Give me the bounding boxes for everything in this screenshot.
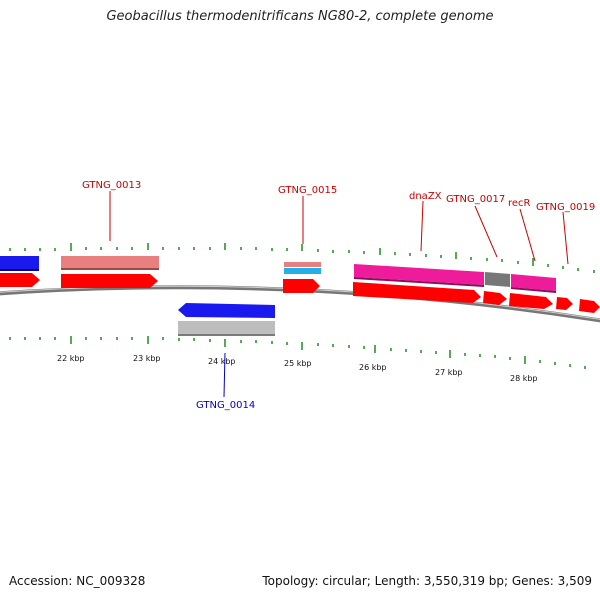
gene-feature-recR[interactable]	[511, 274, 556, 291]
scale-label-28kbp: 28 kbp	[510, 374, 538, 383]
upper-tick-row	[9, 243, 595, 273]
gene-feature-blue-left-shadow	[0, 269, 39, 271]
label-leaders	[109, 191, 569, 398]
cds-arrow-GTNG_0014[interactable]	[178, 303, 275, 318]
gene-label-GTNG_0019[interactable]: GTNG_0019	[536, 202, 595, 213]
gene-feature-recR-shadow	[511, 287, 556, 293]
cds-arrow-recR[interactable]	[509, 293, 553, 309]
scale-label-26kbp: 26 kbp	[359, 363, 387, 372]
cds-arrow-GTNG_0019[interactable]	[556, 297, 573, 310]
scale-label-22kbp: 22 kbp	[57, 354, 85, 363]
cds-arrow-GTNG_0015[interactable]	[283, 279, 320, 293]
gene-feature-GTNG_0013[interactable]	[61, 256, 159, 268]
scale-label-24kbp: 24 kbp	[208, 357, 236, 366]
gene-label-GTNG_0013[interactable]: GTNG_0013	[82, 180, 141, 191]
page-title: Geobacillus thermodenitrificans NG80-2, …	[106, 9, 494, 24]
gene-label-GTNG_0017[interactable]: GTNG_0017	[446, 194, 505, 205]
leader-GTNG_0019	[562, 211, 569, 265]
gene-feature-dnaZX-shadow	[354, 277, 484, 287]
gene-label-dnaZX[interactable]: dnaZX	[409, 191, 442, 202]
gene-feature-GTNG_0017[interactable]	[485, 272, 510, 287]
leader-dnaZX	[420, 200, 424, 252]
gene-feature-blue-left[interactable]	[0, 256, 39, 269]
gene-label-GTNG_0015[interactable]: GTNG_0015	[278, 185, 337, 196]
gene-track-forward	[0, 256, 556, 293]
gene-feature-GTNG_0015-cyan[interactable]	[284, 268, 321, 274]
gene-feature-GTNG_0015-salmon[interactable]	[284, 262, 321, 267]
cds-arrow-left[interactable]	[0, 273, 40, 287]
lower-tick-row	[9, 336, 586, 369]
cds-arrow-dnaZX[interactable]	[353, 282, 481, 303]
genome-summary-label: Topology: circular; Length: 3,550,319 bp…	[262, 574, 592, 588]
gene-feature-GTNG_0014-shadow	[178, 334, 275, 336]
leader-recR	[519, 208, 536, 262]
scale-label-27kbp: 27 kbp	[435, 368, 463, 377]
cds-arrow-GTNG_0013[interactable]	[61, 274, 158, 288]
gene-track-reverse	[178, 303, 275, 336]
gene-label-recR[interactable]: recR	[508, 198, 531, 209]
gene-feature-GTNG_0014[interactable]	[178, 321, 275, 334]
leader-GTNG_0017	[474, 205, 498, 258]
cds-track-forward	[0, 273, 600, 313]
scale-label-25kbp: 25 kbp	[284, 359, 312, 368]
gene-feature-dnaZX[interactable]	[354, 264, 484, 285]
gene-feature-GTNG_0013-shadow	[61, 268, 159, 270]
cds-arrow-right[interactable]	[579, 299, 600, 313]
leader-GTNG_0014	[223, 352, 226, 398]
gene-label-GTNG_0014[interactable]: GTNG_0014	[196, 400, 255, 411]
scale-label-23kbp: 23 kbp	[133, 354, 161, 363]
accession-label: Accession: NC_009328	[9, 574, 146, 588]
cds-arrow-GTNG_0017[interactable]	[483, 291, 507, 305]
